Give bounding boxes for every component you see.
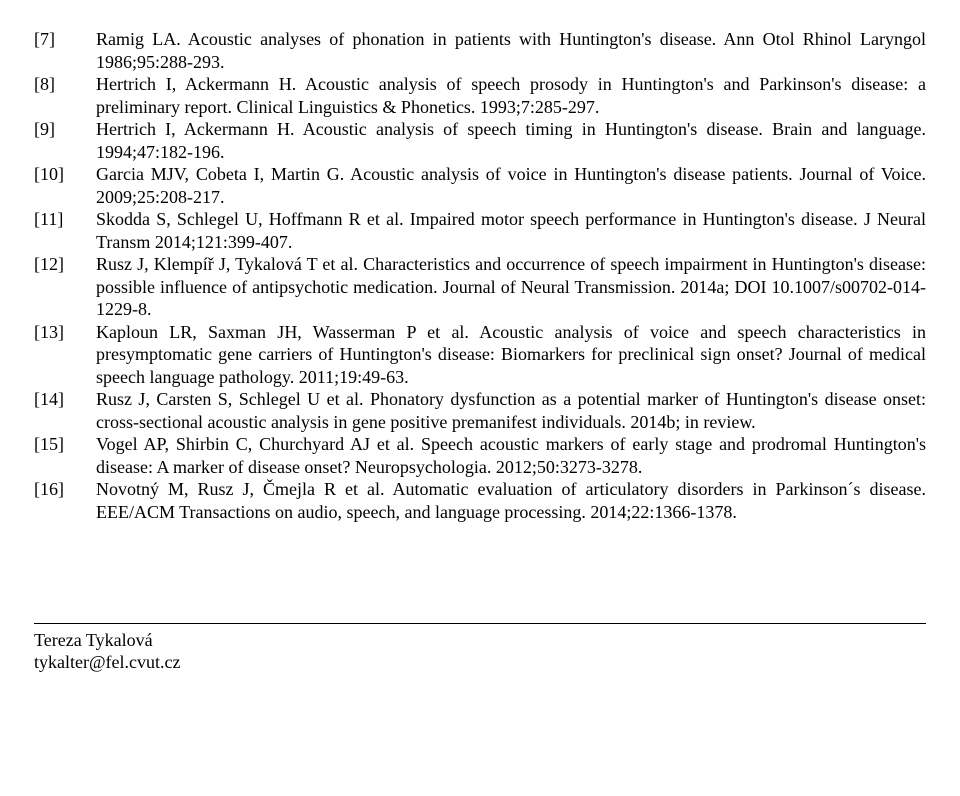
reference-text: Skodda S, Schlegel U, Hoffmann R et al. … bbox=[96, 208, 926, 253]
reference-item: [12]Rusz J, Klempíř J, Tykalová T et al.… bbox=[34, 253, 926, 321]
reference-text: Kaploun LR, Saxman JH, Wasserman P et al… bbox=[96, 321, 926, 389]
reference-text: Vogel AP, Shirbin C, Churchyard AJ et al… bbox=[96, 433, 926, 478]
reference-number: [13] bbox=[34, 321, 96, 344]
reference-text: Novotný M, Rusz J, Čmejla R et al. Autom… bbox=[96, 478, 926, 523]
author-email: tykalter@fel.cvut.cz bbox=[34, 652, 926, 674]
reference-text: Hertrich I, Ackermann H. Acoustic analys… bbox=[96, 118, 926, 163]
reference-text: Rusz J, Klempíř J, Tykalová T et al. Cha… bbox=[96, 253, 926, 321]
footer-divider bbox=[34, 623, 926, 624]
reference-number: [14] bbox=[34, 388, 96, 411]
reference-number: [7] bbox=[34, 28, 96, 51]
reference-item: [11]Skodda S, Schlegel U, Hoffmann R et … bbox=[34, 208, 926, 253]
reference-text: Hertrich I, Ackermann H. Acoustic analys… bbox=[96, 73, 926, 118]
reference-item: [15]Vogel AP, Shirbin C, Churchyard AJ e… bbox=[34, 433, 926, 478]
reference-number: [8] bbox=[34, 73, 96, 96]
reference-number: [15] bbox=[34, 433, 96, 456]
reference-text: Garcia MJV, Cobeta I, Martin G. Acoustic… bbox=[96, 163, 926, 208]
reference-item: [16]Novotný M, Rusz J, Čmejla R et al. A… bbox=[34, 478, 926, 523]
reference-number: [9] bbox=[34, 118, 96, 141]
reference-number: [16] bbox=[34, 478, 96, 501]
reference-item: [13]Kaploun LR, Saxman JH, Wasserman P e… bbox=[34, 321, 926, 389]
reference-text: Rusz J, Carsten S, Schlegel U et al. Pho… bbox=[96, 388, 926, 433]
reference-number: [12] bbox=[34, 253, 96, 276]
reference-item: [9]Hertrich I, Ackermann H. Acoustic ana… bbox=[34, 118, 926, 163]
reference-item: [8]Hertrich I, Ackermann H. Acoustic ana… bbox=[34, 73, 926, 118]
reference-list: [7]Ramig LA. Acoustic analyses of phonat… bbox=[34, 28, 926, 523]
reference-text: Ramig LA. Acoustic analyses of phonation… bbox=[96, 28, 926, 73]
reference-number: [11] bbox=[34, 208, 96, 231]
reference-item: [7]Ramig LA. Acoustic analyses of phonat… bbox=[34, 28, 926, 73]
author-name: Tereza Tykalová bbox=[34, 630, 926, 652]
reference-number: [10] bbox=[34, 163, 96, 186]
reference-item: [14]Rusz J, Carsten S, Schlegel U et al.… bbox=[34, 388, 926, 433]
reference-item: [10]Garcia MJV, Cobeta I, Martin G. Acou… bbox=[34, 163, 926, 208]
